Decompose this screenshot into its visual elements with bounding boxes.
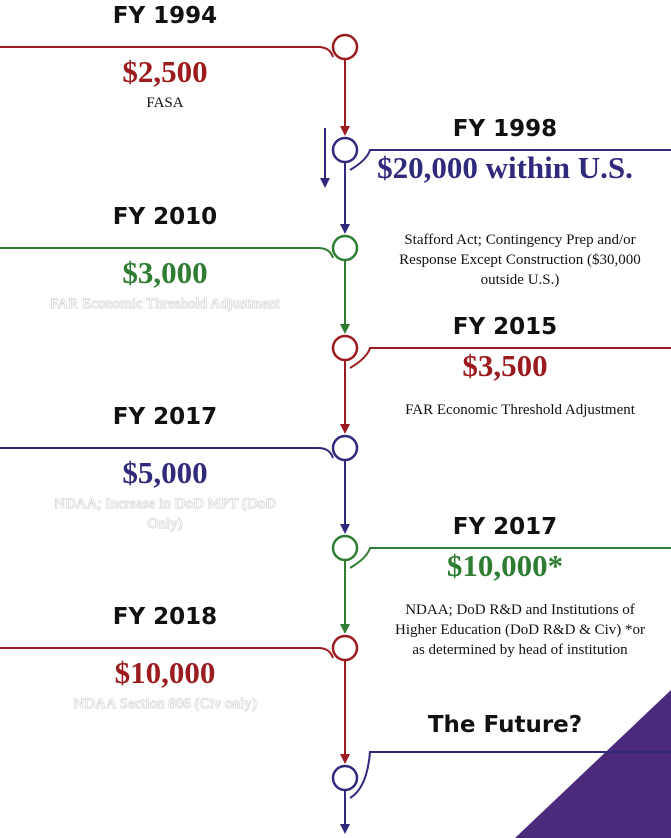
arrow-head xyxy=(340,224,350,234)
description: FASA xyxy=(146,95,184,111)
amount: $2,500 xyxy=(122,54,208,89)
amount: $3,000 xyxy=(122,255,208,290)
connector xyxy=(349,751,671,799)
connector xyxy=(349,546,671,569)
node xyxy=(331,634,359,662)
arrow-head xyxy=(340,524,350,534)
arrow-head xyxy=(340,126,350,136)
description: Stafford Act; Contingency Prep and/or Re… xyxy=(399,232,641,288)
decor-wedge xyxy=(515,690,671,838)
connector xyxy=(349,347,671,369)
year: FY 2018 xyxy=(112,604,218,630)
year: FY 2015 xyxy=(452,314,558,340)
description: NDAA; Increase in DoD MPT (DoD Only) xyxy=(54,496,276,532)
connector xyxy=(0,447,334,459)
year: The Future? xyxy=(427,712,583,738)
arrow-head xyxy=(340,754,350,764)
description: NDAA; DoD R&D and Institutions of Higher… xyxy=(395,602,645,658)
node xyxy=(331,334,359,362)
description: NDAA Section 806 (Civ only) xyxy=(73,696,257,712)
connector xyxy=(0,247,334,259)
amount: $5,000 xyxy=(122,455,208,490)
arrow-head xyxy=(340,324,350,334)
node xyxy=(331,434,359,462)
connector xyxy=(0,647,334,659)
year: FY 2010 xyxy=(112,204,218,230)
node xyxy=(331,33,359,61)
description: FAR Economic Threshold Adjustment xyxy=(405,402,635,418)
year: FY 1998 xyxy=(452,116,558,142)
amount: $10,000* xyxy=(446,548,564,583)
description: FAR Economic Threshold Adjustment xyxy=(50,296,280,312)
node xyxy=(331,764,359,792)
arrow-head xyxy=(340,424,350,434)
year: FY 2017 xyxy=(112,404,218,430)
year: FY 2017 xyxy=(452,514,558,540)
amount: $3,500 xyxy=(462,348,548,383)
node xyxy=(331,136,359,164)
connector xyxy=(349,148,671,171)
arrow-head xyxy=(340,624,350,634)
node xyxy=(331,534,359,562)
year: FY 1994 xyxy=(112,3,218,29)
arrow-head xyxy=(320,178,330,188)
amount: $10,000 xyxy=(114,655,216,690)
amount: $20,000 within U.S. xyxy=(377,150,633,185)
node xyxy=(331,234,359,262)
arrow-head xyxy=(340,824,350,834)
connector xyxy=(0,46,334,58)
